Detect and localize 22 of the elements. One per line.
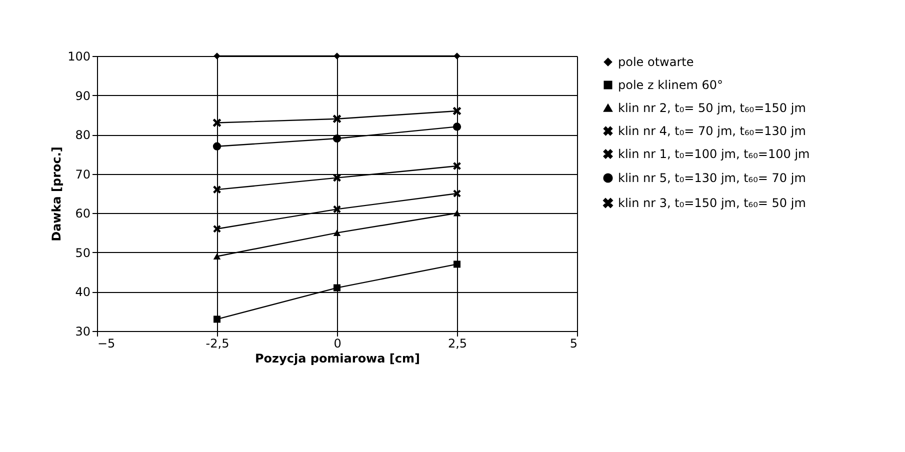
legend-label: klin nr 2, t₀= 50 jm, t₆₀=150 jm xyxy=(618,101,806,115)
x-tick-label: −5 xyxy=(98,336,116,350)
y-axis-title: Dawka [proc.] xyxy=(50,146,64,242)
x-tick-label: 0 xyxy=(334,336,342,350)
y-tick-label: 100 xyxy=(68,50,90,64)
legend-label: klin nr 4, t₀= 70 jm, t₆₀=130 jm xyxy=(618,124,806,138)
y-tick-label: 50 xyxy=(75,246,90,260)
x-tick-label: 2,5 xyxy=(448,336,468,350)
x-tick-label: 5 xyxy=(570,336,578,350)
y-tick-label: 60 xyxy=(75,206,90,221)
y-tick-label: 80 xyxy=(75,128,90,142)
y-tick-label: 30 xyxy=(75,324,90,338)
y-tick-label: 90 xyxy=(75,88,90,103)
legend-label: pole z klinem 60° xyxy=(618,78,723,92)
legend-label: klin nr 3, t₀=150 jm, t₆₀= 50 jm xyxy=(618,196,806,210)
x-tick-label: -2,5 xyxy=(206,336,230,350)
legend-label: pole otwarte xyxy=(618,55,694,69)
x-axis-title: Pozycja pomiarowa [cm] xyxy=(254,352,420,366)
legend-label: klin nr 1, t₀=100 jm, t₆₀=100 jm xyxy=(618,147,810,161)
y-tick-label: 40 xyxy=(75,285,90,300)
legend-label: klin nr 5, t₀=130 jm, t₆₀= 70 jm xyxy=(618,171,806,185)
y-tick-label: 70 xyxy=(75,167,90,182)
